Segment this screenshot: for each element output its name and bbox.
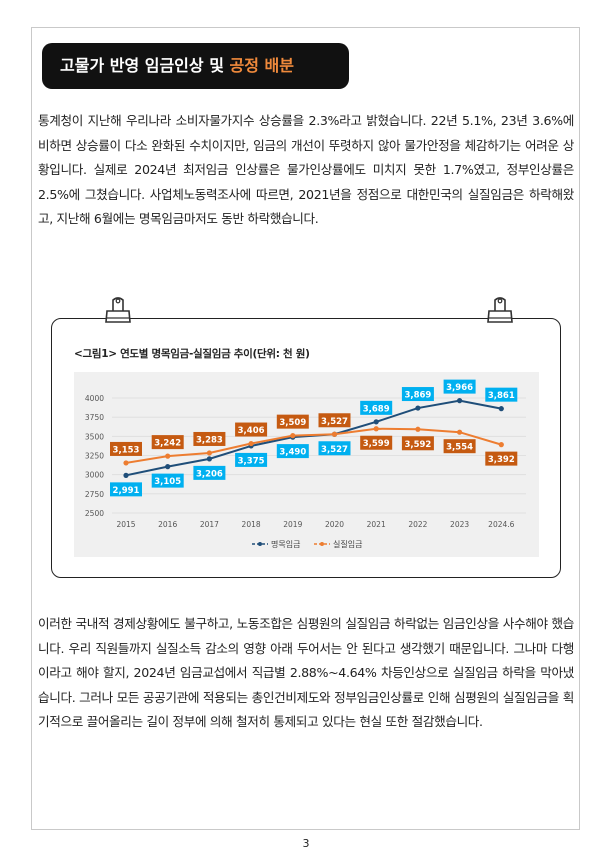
legend-label: 명목임금	[271, 539, 300, 549]
x-tick-label: 2019	[283, 520, 302, 529]
data-point	[373, 426, 379, 432]
data-label: 3,490	[279, 448, 306, 458]
x-tick-label: 2015	[116, 520, 135, 529]
legend-label: 실질임금	[333, 539, 362, 549]
page-number: 3	[302, 837, 310, 850]
data-label: 3,392	[488, 455, 515, 465]
data-label: 2,991	[113, 486, 140, 496]
data-label-box	[318, 441, 351, 456]
data-point	[165, 464, 171, 470]
y-tick-label: 2500	[85, 509, 104, 518]
data-label-box	[360, 435, 393, 450]
paragraph-2: 이러한 국내적 경제상황에도 불구하고, 노동조합은 심평원의 실질임금 하락없…	[38, 616, 574, 730]
data-point	[123, 472, 129, 478]
data-label: 3,406	[238, 426, 265, 436]
data-label: 3,283	[196, 435, 223, 445]
binder-clip-left-icon	[105, 297, 131, 323]
x-tick-label: 2017	[200, 520, 219, 529]
data-label-box	[151, 435, 184, 450]
data-point	[165, 453, 171, 459]
x-tick-label: 2022	[408, 520, 427, 529]
data-label-box	[235, 452, 268, 467]
data-label: 3,527	[321, 417, 348, 427]
data-point	[123, 460, 129, 466]
x-tick-label: 2018	[242, 520, 261, 529]
section-title-main: 고물가 반영 임금인상 및	[60, 56, 230, 75]
section-title-accent: 공정 배분	[229, 56, 294, 75]
data-label: 3,242	[154, 439, 181, 449]
data-label: 3,869	[404, 391, 431, 401]
data-point	[498, 406, 504, 412]
chart-title: <그림1> 연도별 명목임금-실질임금 추이(단위: 천 원)	[74, 348, 310, 360]
legend-marker	[258, 542, 262, 546]
data-point	[206, 450, 212, 456]
data-label-box	[318, 413, 351, 428]
data-label: 3,206	[196, 469, 223, 479]
data-point	[415, 426, 421, 432]
data-label: 3,966	[446, 383, 473, 393]
y-tick-label: 4000	[85, 394, 104, 403]
legend-marker	[320, 542, 324, 546]
data-label-box	[485, 387, 518, 402]
paragraph-1: 통계청이 지난해 우리나라 소비자물가지수 상승률을 2.3%라고 밝혔습니다.…	[38, 113, 574, 227]
data-point	[457, 429, 463, 435]
data-label: 3,554	[446, 443, 473, 453]
x-tick-label: 2016	[158, 520, 177, 529]
page-border	[31, 27, 580, 830]
data-point	[373, 419, 379, 425]
y-tick-label: 3000	[85, 471, 104, 480]
data-point	[331, 431, 338, 437]
data-label-box	[401, 387, 434, 402]
data-label: 3,599	[363, 439, 390, 449]
data-label: 3,509	[279, 418, 306, 428]
x-tick-label: 2021	[367, 520, 386, 529]
y-tick-label: 3250	[85, 452, 104, 461]
data-label: 3,105	[154, 477, 181, 487]
data-label: 3,375	[238, 456, 265, 466]
series-line-real	[125, 427, 502, 464]
x-tick-label: 2020	[325, 520, 344, 529]
y-tick-label: 3750	[85, 413, 104, 422]
data-label-box	[193, 431, 226, 446]
data-label-box	[110, 482, 142, 497]
data-point	[457, 398, 463, 404]
data-label: 3,592	[404, 440, 431, 450]
data-label: 3,861	[488, 391, 515, 401]
section-title: 고물가 반영 임금인상 및 공정 배분	[42, 43, 349, 89]
binder-clip-right-icon	[487, 297, 513, 323]
data-label-box	[360, 400, 393, 415]
data-point	[498, 442, 504, 448]
data-label-box	[443, 439, 476, 454]
x-tick-label: 2024.6	[488, 520, 514, 529]
data-label: 3,689	[363, 404, 390, 414]
data-label-box	[235, 422, 268, 437]
data-label-box	[276, 414, 309, 429]
data-point	[248, 440, 254, 447]
data-point	[206, 456, 212, 462]
y-tick-label: 2750	[85, 490, 104, 499]
data-label-box	[401, 436, 434, 451]
data-label-box	[485, 451, 518, 466]
data-point	[415, 405, 421, 411]
wage-line-chart: 4000 3750 3500 3250 3000 2750 2500 2015 2016 2017…	[85, 379, 526, 549]
data-label-box	[276, 444, 309, 459]
data-label-box	[110, 441, 142, 456]
data-label-box	[443, 379, 476, 394]
data-label: 3,153	[113, 445, 140, 455]
data-point	[290, 433, 296, 439]
data-label-box	[193, 465, 226, 480]
data-label-box	[151, 473, 184, 488]
chart-area: 4000 3750 3500 3250 3000 2750 2500 2015 2016 2017…	[74, 372, 539, 557]
y-tick-label: 3500	[85, 432, 104, 441]
data-label: 3,527	[321, 445, 348, 455]
x-tick-label: 2023	[450, 520, 469, 529]
